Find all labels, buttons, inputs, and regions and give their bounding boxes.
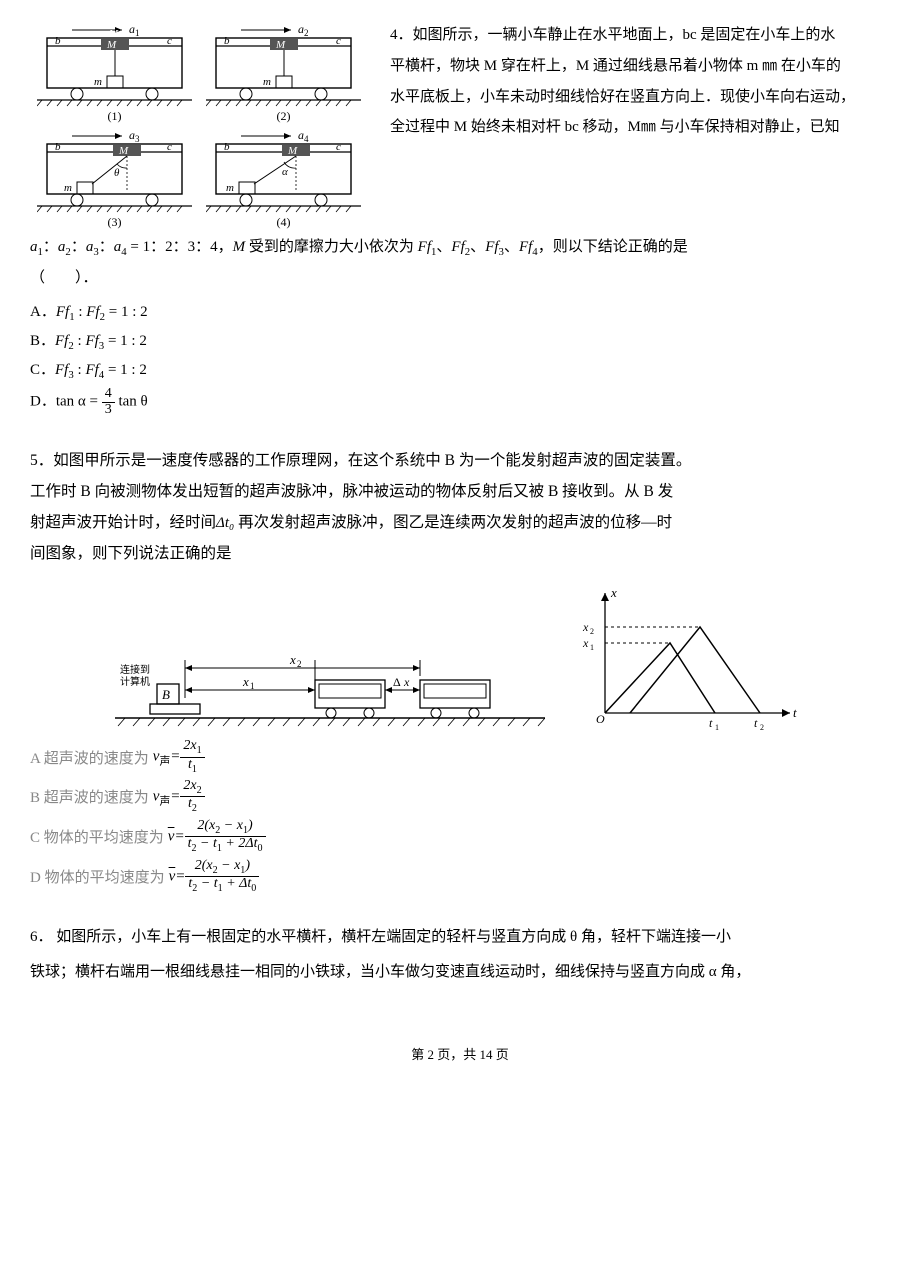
fig-4-label: (4) (201, 215, 366, 230)
svg-text:1: 1 (250, 681, 255, 691)
q6-l1: 6． 如图所示，小车上有一根固定的水平横杆，横杆左端固定的轻杆与竖直方向成 θ … (30, 920, 890, 955)
q5-p3: 射超声波开始计时，经时间 (30, 514, 216, 531)
svg-text:M: M (275, 39, 286, 51)
svg-text:m: m (263, 76, 271, 88)
q5-options: A 超声波的速度为 v声=2x1t1 B 超声波的速度为 v声=2x2t2 C … (30, 739, 890, 894)
svg-text:x: x (242, 674, 249, 689)
q5-p3b: 再次发射超声波脉冲，图乙是连续两次发射的超声波的位移—时 (234, 514, 672, 531)
q5-p1: 5．如图甲所示是一速度传感器的工作原理网，在这个系统中 B 为一个能发射超声波的… (30, 445, 890, 476)
q5-p3-math: Δt₀ (216, 515, 234, 531)
svg-text:t: t (793, 705, 797, 720)
pager-suf: 页 (493, 1047, 509, 1062)
svg-text:b: b (55, 141, 61, 153)
pager-mid: 页，共 (434, 1047, 480, 1062)
svg-text:m: m (64, 182, 72, 194)
pager-pre: 第 (411, 1047, 427, 1062)
svg-text:B: B (162, 687, 170, 702)
q4-d-suffix: tan θ (118, 394, 147, 410)
q5-d-eq: v=2(x2 − x1)t2 − t1 + Δt0 (169, 859, 260, 895)
svg-text:1: 1 (135, 28, 140, 38)
svg-text:x: x (289, 652, 296, 667)
q5-c-eq: v=2(x2 − x1)t2 − t1 + 2Δt0 (168, 819, 266, 855)
svg-text:1: 1 (715, 723, 719, 732)
fig-1: a 1 b M M c m (32, 22, 197, 124)
q5: 5．如图甲所示是一速度传感器的工作原理网，在这个系统中 B 为一个能发射超声波的… (30, 445, 890, 569)
svg-text:c: c (336, 35, 341, 47)
q4-rest: a1：a2：a3：a4 = 1：2：3：4，M 受到的摩擦力大小依次为 Ff1、… (30, 232, 890, 294)
q4-opt-b: B．Ff2 : Ff3 = 1 : 2 (30, 329, 890, 352)
fig-2-label: (2) (201, 109, 366, 124)
svg-text:m: m (94, 76, 102, 88)
q5-a-eq: v声=2x1t1 (153, 739, 205, 775)
q5-b-txt: B 超声波的速度为 (30, 786, 149, 807)
svg-text:b: b (224, 35, 230, 47)
svg-text:b: b (224, 141, 230, 153)
q5-a-txt: A 超声波的速度为 (30, 747, 149, 768)
svg-text:4: 4 (304, 134, 309, 144)
q6-l2: 铁球；横杆右端用一根细线悬挂一相同的小铁球，当小车做匀变速直线运动时，细线保持与… (30, 955, 890, 990)
q6: 6． 如图所示，小车上有一根固定的水平横杆，横杆左端固定的轻杆与竖直方向成 θ … (30, 920, 890, 989)
svg-text:θ: θ (114, 167, 120, 179)
fig-3-label: (3) (32, 215, 197, 230)
svg-text:x: x (610, 585, 617, 600)
svg-text:t: t (709, 716, 713, 730)
svg-text:x: x (403, 675, 410, 689)
q5-fig-right: x t O x1 x2 t1 t2 (575, 583, 805, 733)
svg-text:x: x (582, 636, 589, 650)
svg-text:计算机: 计算机 (120, 675, 150, 688)
svg-text:M: M (118, 145, 129, 157)
q5-opt-d: D 物体的平均速度为 v=2(x2 − x1)t2 − t1 + Δt0 (30, 859, 890, 895)
fig-4: a 4 b M c α m (201, 128, 366, 230)
svg-text:α: α (282, 166, 288, 178)
svg-text:M: M (287, 145, 298, 157)
q5-p3-row: 射超声波开始计时，经时间Δt₀ 再次发射超声波脉冲，图乙是连续两次发射的超声波的… (30, 507, 890, 538)
q4-d-prefix: D．tan α = (30, 394, 102, 410)
svg-text:Δ: Δ (393, 675, 401, 689)
svg-text:2: 2 (590, 627, 594, 636)
q5-p4: 间图象，则下列说法正确的是 (30, 538, 890, 569)
q5-opt-a: A 超声波的速度为 v声=2x1t1 (30, 739, 890, 775)
svg-text:x: x (582, 620, 589, 634)
q5-d-txt: D 物体的平均速度为 (30, 866, 165, 887)
svg-text:c: c (167, 141, 172, 153)
svg-text:2: 2 (304, 28, 309, 38)
q5-p2: 工作时 B 向被测物体发出短暂的超声波脉冲，脉冲被运动的物体反射后又被 B 接收… (30, 476, 890, 507)
svg-text:1: 1 (590, 643, 594, 652)
pager: 第 2 页，共 14 页 (30, 1044, 890, 1063)
q4-opt-c: C．Ff3 : Ff4 = 1 : 2 (30, 358, 890, 381)
svg-text:3: 3 (135, 134, 140, 144)
q5-opt-c: C 物体的平均速度为 v=2(x2 − x1)t2 − t1 + 2Δt0 (30, 819, 890, 855)
q5-fig-left: 连接到 计算机 B x1 x2 (115, 618, 545, 733)
svg-text:O: O (596, 712, 605, 726)
svg-text:c: c (336, 141, 341, 153)
svg-text:c: c (167, 35, 172, 47)
svg-text:连接到: 连接到 (120, 663, 150, 676)
fig-2: a 2 b M c m (201, 22, 366, 124)
q4-d-num: 4 (102, 387, 115, 403)
svg-text:b: b (55, 35, 61, 47)
q4-d-frac: 4 3 (102, 387, 115, 417)
q5-b-eq: v声=2x2t2 (153, 779, 205, 815)
svg-text:M: M (106, 39, 117, 51)
q4-opt-a: A．Ff1 : Ff2 = 1 : 2 (30, 300, 890, 323)
q4-opt-d: D．tan α = 4 3 tan θ (30, 387, 890, 417)
svg-text:2: 2 (760, 723, 764, 732)
svg-text:t: t (754, 716, 758, 730)
q5-opt-b: B 超声波的速度为 v声=2x2t2 (30, 779, 890, 815)
fig-1-label: (1) (32, 109, 197, 124)
q4-d-den: 3 (102, 403, 115, 418)
svg-text:m: m (226, 182, 234, 194)
q5-figures: 连接到 计算机 B x1 x2 (30, 583, 890, 733)
q4-figures: a 1 b M M c m (30, 20, 380, 232)
q5-c-txt: C 物体的平均速度为 (30, 826, 164, 847)
fig-3: a 3 b M c θ m (32, 128, 197, 230)
svg-text:2: 2 (297, 659, 302, 669)
pager-tot: 14 (480, 1047, 493, 1062)
